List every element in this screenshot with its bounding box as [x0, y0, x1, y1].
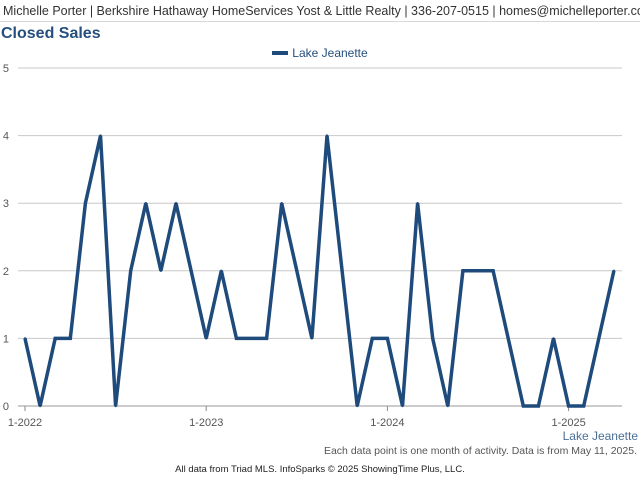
data-point: [567, 404, 570, 408]
chart-grid: [18, 67, 622, 407]
data-point: [265, 337, 268, 340]
y-axis-ticks: 0 1 2 3 4 5: [3, 63, 9, 413]
data-point: [612, 269, 616, 272]
chart-legend: Lake Jeanette: [0, 46, 640, 60]
agent-contact-header: Michelle Porter | Berkshire Hathaway Hom…: [0, 0, 640, 22]
data-point: [522, 404, 525, 408]
data-point: [189, 269, 193, 272]
data-point: [144, 202, 147, 205]
data-point: [386, 337, 389, 340]
y-tick-label: 2: [3, 266, 9, 278]
data-point: [23, 337, 27, 340]
x-tick-label: 1-2022: [8, 417, 42, 429]
data-point: [491, 269, 495, 272]
legend-entry-label: Lake Jeanette: [292, 46, 368, 60]
x-tick-label: 1-2025: [551, 417, 585, 429]
series-group: [23, 134, 616, 408]
data-point: [129, 269, 132, 272]
data-point: [416, 202, 419, 205]
data-point: [431, 337, 434, 340]
y-tick-label: 0: [3, 401, 9, 413]
x-tick-label: 1-2023: [189, 417, 223, 429]
data-point: [371, 337, 374, 340]
data-point: [446, 404, 449, 408]
data-point: [220, 269, 223, 272]
data-point: [461, 269, 465, 272]
data-point: [340, 269, 344, 272]
y-tick-label: 3: [3, 198, 9, 210]
chart-title: Closed Sales: [1, 25, 101, 42]
data-point: [159, 269, 163, 272]
data-credit: All data from Triad MLS. InfoSparks © 20…: [175, 464, 465, 475]
data-point: [54, 337, 57, 340]
series-name-label: Lake Jeanette: [562, 429, 638, 443]
data-point: [310, 337, 314, 340]
data-point: [537, 404, 540, 408]
data-point: [552, 337, 555, 340]
data-point: [114, 404, 117, 408]
y-tick-label: 4: [3, 131, 9, 143]
data-point: [597, 337, 600, 340]
data-point: [356, 404, 359, 408]
data-point: [507, 337, 510, 340]
legend-line-swatch: [272, 50, 289, 55]
data-point: [84, 202, 87, 205]
data-point: [205, 337, 208, 340]
data-point: [99, 134, 102, 137]
data-point: [280, 202, 283, 205]
data-point: [69, 337, 72, 340]
data-footnote: Each data point is one month of activity…: [323, 445, 637, 457]
data-point: [295, 269, 298, 272]
y-tick-label: 1: [3, 333, 9, 345]
x-axis: 1-2022 1-2023 1-2024 1-2025: [8, 406, 586, 429]
data-point: [174, 202, 178, 205]
series-line-lake-jeanette: [23, 135, 616, 408]
y-tick-label: 5: [3, 63, 9, 75]
data-point: [325, 134, 329, 137]
data-point: [401, 404, 404, 408]
data-point: [250, 337, 253, 340]
data-point: [582, 404, 585, 408]
x-tick-label: 1-2024: [370, 417, 404, 429]
data-point: [38, 404, 42, 408]
data-point: [476, 269, 480, 272]
data-point: [235, 337, 238, 340]
